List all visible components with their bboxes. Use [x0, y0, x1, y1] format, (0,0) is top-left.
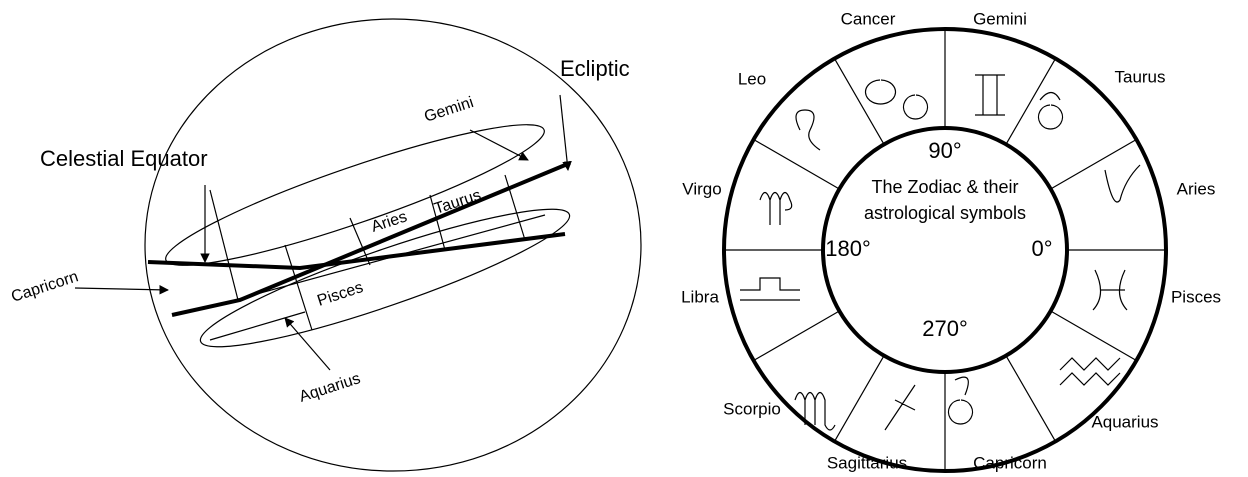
sector-divider [1006, 356, 1056, 442]
label: Celestial Equator [40, 146, 208, 171]
sector-divider [754, 140, 840, 190]
sign-label: Libra [681, 287, 719, 306]
center-text: astrological symbols [864, 203, 1026, 223]
sign-label: Taurus [1114, 67, 1165, 86]
degree-label: 180° [825, 236, 871, 261]
sign-label: Sagittarius [827, 453, 907, 472]
sign-label: Aquarius [1091, 412, 1158, 431]
sign-label: Gemini [973, 9, 1027, 28]
sector-divider [835, 356, 885, 442]
sector-divider [1006, 59, 1056, 145]
sector-divider [1051, 140, 1137, 190]
degree-label: 90° [928, 138, 961, 163]
sign-label: Leo [738, 69, 766, 88]
page: Celestial Equator Ecliptic Gemini Aries … [0, 0, 1248, 477]
label: Gemini [422, 94, 475, 126]
degree-label: 270° [922, 316, 968, 341]
sector-divider [754, 311, 840, 361]
label: Capricorn [9, 268, 80, 306]
sign-label: Capricorn [973, 453, 1047, 472]
celestial-sphere [75, 19, 641, 471]
degree-label: 0° [1031, 236, 1052, 261]
zodiac-wheel [724, 29, 1166, 471]
sign-label: Cancer [841, 9, 896, 28]
sector-divider [1051, 311, 1137, 361]
sign-label: Scorpio [723, 399, 781, 418]
sign-label: Virgo [682, 179, 721, 198]
label: Aquarius [297, 370, 362, 406]
sign-label: Aries [1177, 179, 1216, 198]
label: Pisces [315, 279, 365, 310]
center-text: The Zodiac & their [871, 177, 1018, 197]
sector-divider [835, 59, 885, 145]
label: Taurus [432, 187, 483, 218]
sign-label: Pisces [1171, 287, 1221, 306]
label: Ecliptic [560, 56, 630, 81]
